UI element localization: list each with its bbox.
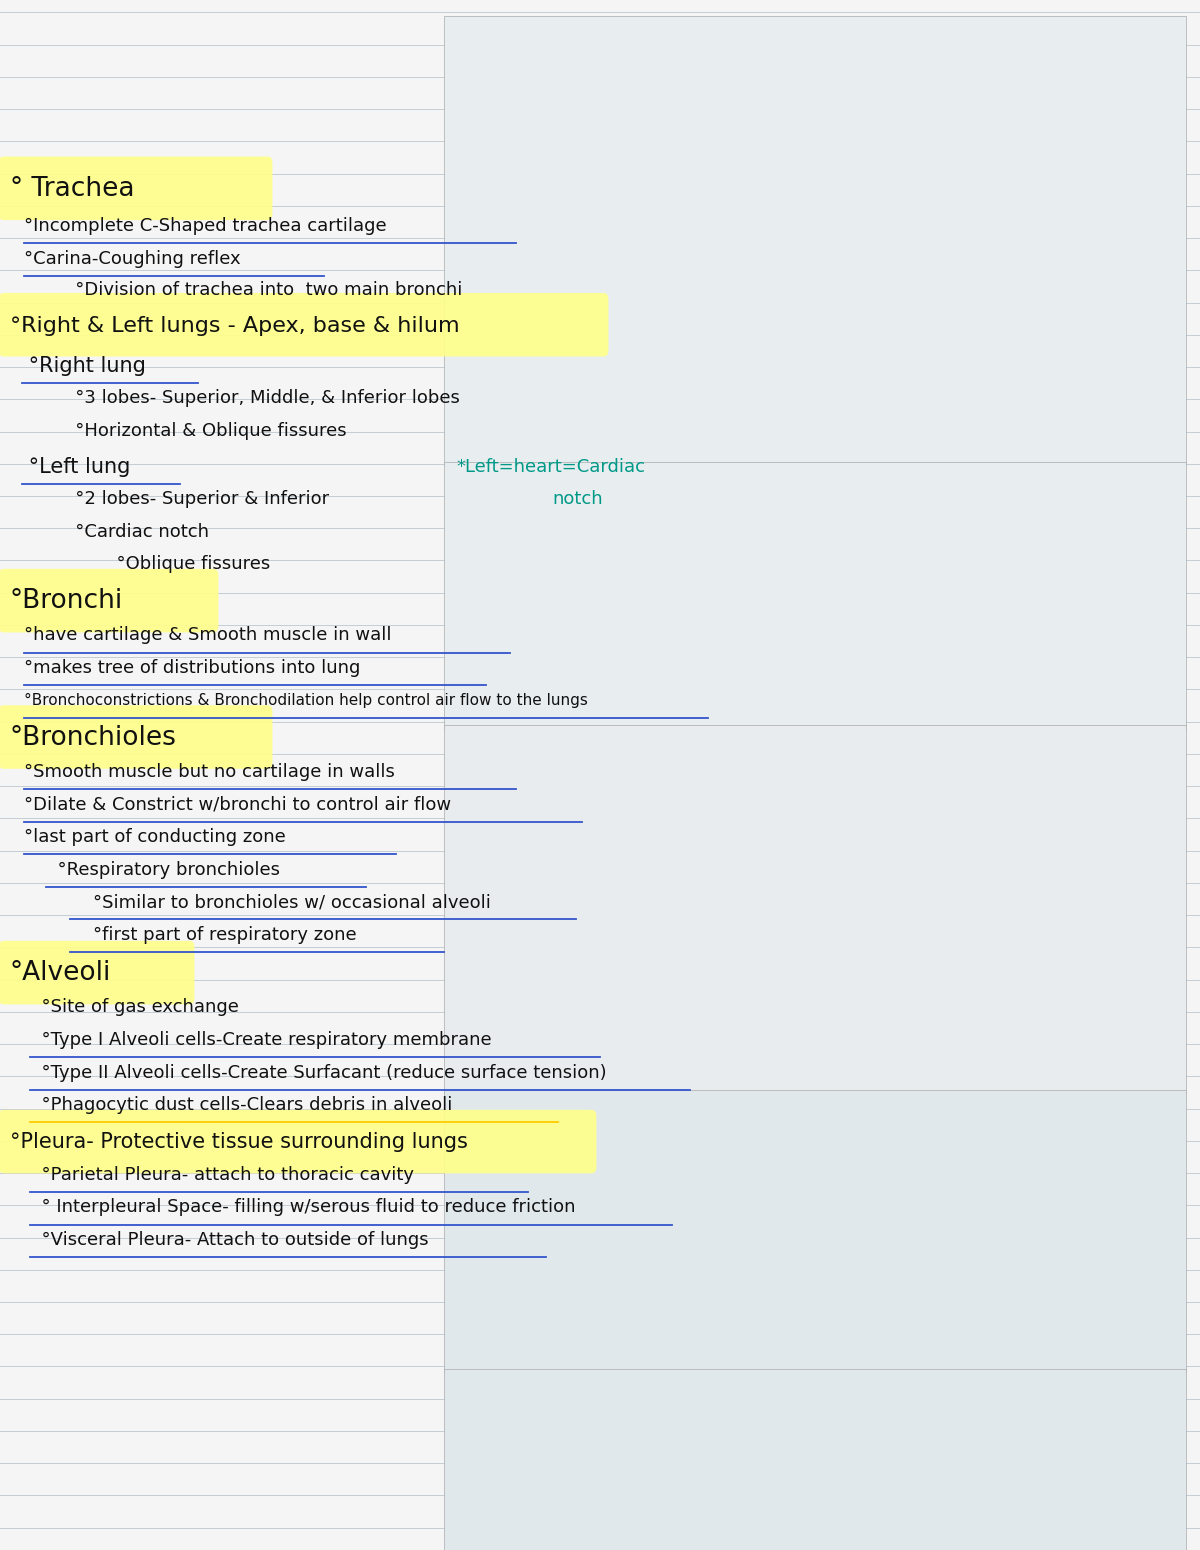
Text: °Right & Left lungs - Apex, base & hilum: °Right & Left lungs - Apex, base & hilum: [10, 316, 460, 335]
Text: °Incomplete C-Shaped trachea cartilage: °Incomplete C-Shaped trachea cartilage: [24, 217, 386, 236]
Text: °Respiratory bronchioles: °Respiratory bronchioles: [46, 860, 280, 879]
Text: °Bronchoconstrictions & Bronchodilation help control air flow to the lungs: °Bronchoconstrictions & Bronchodilation …: [24, 693, 588, 708]
Text: °Type I Alveoli cells-Create respiratory membrane: °Type I Alveoli cells-Create respiratory…: [30, 1031, 492, 1049]
Text: °Bronchioles: °Bronchioles: [10, 725, 176, 750]
Text: °Carina-Coughing reflex: °Carina-Coughing reflex: [24, 250, 241, 268]
Text: °Bronchi: °Bronchi: [10, 589, 122, 614]
FancyBboxPatch shape: [0, 569, 218, 632]
Text: °Cardiac notch: °Cardiac notch: [58, 522, 209, 541]
Text: °Pleura- Protective tissue surrounding lungs: °Pleura- Protective tissue surrounding l…: [10, 1133, 468, 1152]
FancyBboxPatch shape: [0, 1110, 596, 1173]
FancyBboxPatch shape: [0, 705, 272, 769]
Text: °Division of trachea into  two main bronchi: °Division of trachea into two main bronc…: [58, 281, 462, 299]
Text: *Left=heart=Cardiac: *Left=heart=Cardiac: [456, 457, 646, 476]
Text: °Oblique fissures: °Oblique fissures: [82, 555, 270, 574]
Text: °Site of gas exchange: °Site of gas exchange: [30, 998, 239, 1017]
Text: °Left lung: °Left lung: [22, 457, 130, 476]
FancyBboxPatch shape: [444, 462, 1186, 728]
Text: °makes tree of distributions into lung: °makes tree of distributions into lung: [24, 659, 360, 677]
FancyBboxPatch shape: [0, 293, 608, 356]
Text: °last part of conducting zone: °last part of conducting zone: [24, 828, 286, 846]
Text: ° Interpleural Space- filling w/serous fluid to reduce friction: ° Interpleural Space- filling w/serous f…: [30, 1198, 576, 1217]
Text: °Type II Alveoli cells-Create Surfacant (reduce surface tension): °Type II Alveoli cells-Create Surfacant …: [30, 1063, 607, 1082]
Text: °Visceral Pleura- Attach to outside of lungs: °Visceral Pleura- Attach to outside of l…: [30, 1231, 428, 1249]
Text: °Smooth muscle but no cartilage in walls: °Smooth muscle but no cartilage in walls: [24, 763, 395, 781]
Text: notch: notch: [552, 490, 602, 508]
Text: °Phagocytic dust cells-Clears debris in alveoli: °Phagocytic dust cells-Clears debris in …: [30, 1096, 452, 1114]
Text: °3 lobes- Superior, Middle, & Inferior lobes: °3 lobes- Superior, Middle, & Inferior l…: [58, 389, 460, 408]
Text: ° Trachea: ° Trachea: [10, 177, 134, 202]
Text: °Alveoli: °Alveoli: [10, 961, 110, 986]
Text: °Parietal Pleura- attach to thoracic cavity: °Parietal Pleura- attach to thoracic cav…: [30, 1166, 414, 1184]
Text: °Dilate & Constrict w/bronchi to control air flow: °Dilate & Constrict w/bronchi to control…: [24, 795, 451, 814]
Text: °have cartilage & Smooth muscle in wall: °have cartilage & Smooth muscle in wall: [24, 626, 391, 645]
Text: °first part of respiratory zone: °first part of respiratory zone: [70, 925, 356, 944]
Text: °Right lung: °Right lung: [22, 356, 145, 375]
Text: °Similar to bronchioles w/ occasional alveoli: °Similar to bronchioles w/ occasional al…: [70, 893, 491, 911]
Text: °2 lobes- Superior & Inferior: °2 lobes- Superior & Inferior: [58, 490, 329, 508]
FancyBboxPatch shape: [444, 725, 1186, 1093]
FancyBboxPatch shape: [444, 1369, 1186, 1550]
FancyBboxPatch shape: [444, 16, 1186, 465]
FancyBboxPatch shape: [0, 941, 194, 1004]
FancyBboxPatch shape: [444, 1090, 1186, 1372]
Text: °Horizontal & Oblique fissures: °Horizontal & Oblique fissures: [58, 422, 347, 440]
FancyBboxPatch shape: [0, 157, 272, 220]
